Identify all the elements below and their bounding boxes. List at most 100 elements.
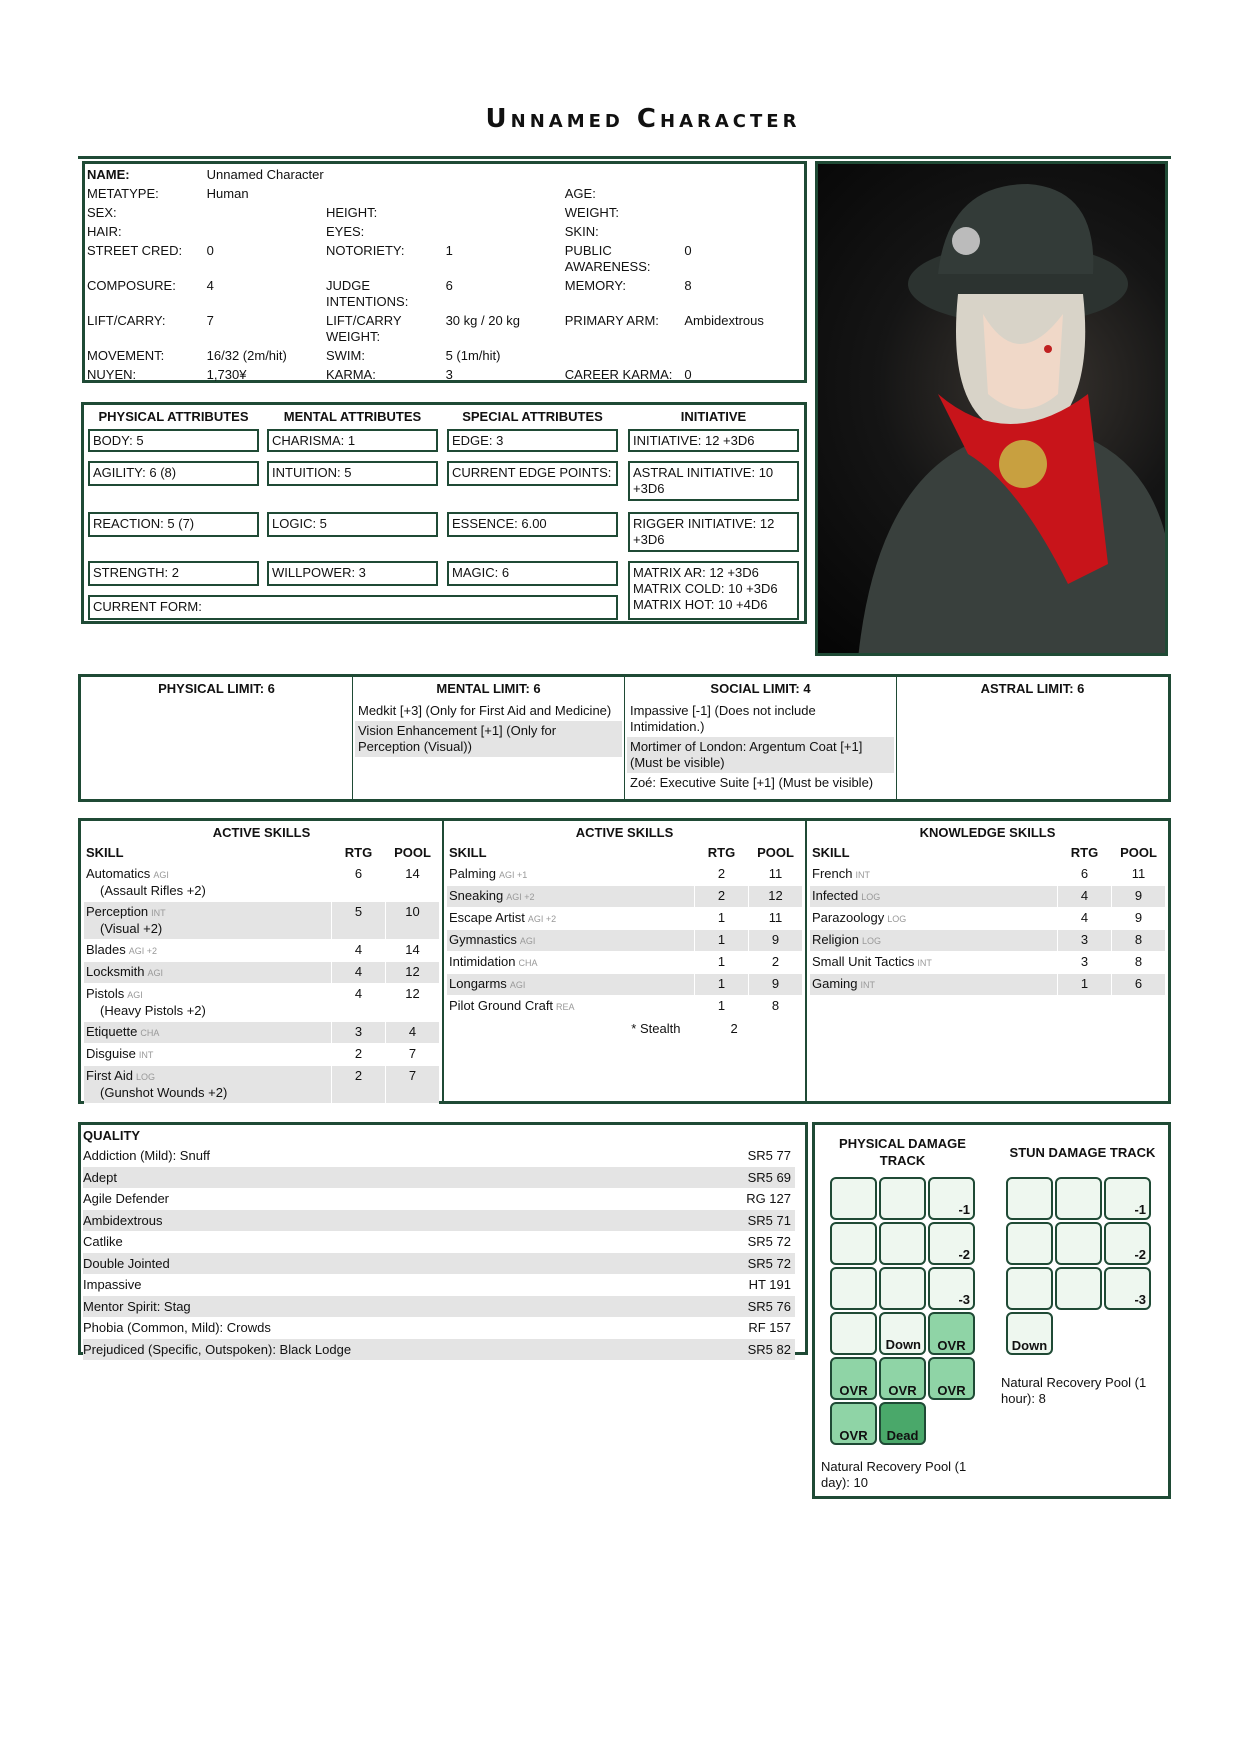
info-row: COMPOSURE: 4 JUDGE INTENTIONS: 6 MEMORY: 8 xyxy=(87,277,804,312)
quality-row[interactable]: Phobia (Common, Mild): Crowds RF 157 xyxy=(83,1317,795,1339)
skill-row[interactable]: First Aid LOG (Gunshot Wounds +2) 2 7 xyxy=(84,1066,439,1104)
skills-column: ACTIVE SKILLS SKILL RTG POOL Automatics AGI (A… xyxy=(81,821,444,1104)
physical-damage-box[interactable] xyxy=(879,1222,926,1265)
current-form: CURRENT FORM: xyxy=(88,595,618,620)
attribute-initiative: INITIATIVE: 12 +3D6 xyxy=(628,429,799,452)
skill-attribute: AGI xyxy=(127,990,143,1000)
limit-column: MENTAL LIMIT: 6 Medkit [+3] (Only for Fir… xyxy=(353,677,625,799)
stun-damage-box[interactable]: -2 xyxy=(1104,1222,1151,1265)
limit-title: ASTRAL LIMIT: 6 xyxy=(980,681,1085,696)
physical-damage-box[interactable] xyxy=(879,1177,926,1220)
quality-row[interactable]: Adept SR5 69 xyxy=(83,1166,795,1188)
skill-row[interactable]: Gymnastics AGI 1 9 xyxy=(447,930,802,952)
skill-attribute: AGI +2 xyxy=(527,914,557,924)
stun-damage-box[interactable] xyxy=(1006,1267,1053,1310)
skill-pool: 11 xyxy=(1111,864,1165,885)
skill-row[interactable]: Sneaking AGI +2 2 12 xyxy=(447,886,802,908)
physical-damage-box[interactable]: -2 xyxy=(928,1222,975,1265)
physical-damage-box[interactable]: OVR xyxy=(928,1312,975,1355)
skill-row[interactable]: Disguise INT 2 7 xyxy=(84,1044,439,1066)
quality-row[interactable]: Ambidextrous SR5 71 xyxy=(83,1209,795,1231)
skill-attribute: AGI xyxy=(147,968,164,978)
stun-damage-box[interactable] xyxy=(1055,1222,1102,1265)
skill-row[interactable]: Locksmith AGI 4 12 xyxy=(84,962,439,984)
quality-name: Prejudiced (Specific, Outspoken): Black … xyxy=(83,1341,352,1357)
physical-damage-box[interactable]: OVR xyxy=(830,1357,877,1400)
skill-rating: 1 xyxy=(694,908,748,929)
stun-damage-box[interactable] xyxy=(1055,1267,1102,1310)
skill-attribute: AGI +2 xyxy=(128,946,158,956)
skill-attribute: INT xyxy=(855,870,870,880)
skill-row[interactable]: Parazoology LOG 4 9 xyxy=(810,908,1165,930)
physical-damage-box[interactable]: OVR xyxy=(830,1402,877,1445)
stun-damage-box[interactable]: Down xyxy=(1006,1312,1053,1355)
skill-row[interactable]: Palming AGI +1 2 11 xyxy=(447,864,802,886)
skill-row[interactable]: Pilot Ground Craft REA 1 8 xyxy=(447,996,802,1018)
quality-row[interactable]: Impassive HT 191 xyxy=(83,1274,795,1296)
physical-damage-box[interactable]: Dead xyxy=(879,1402,926,1445)
stun-damage-box[interactable]: -1 xyxy=(1104,1177,1151,1220)
skill-pool: 9 xyxy=(1111,886,1165,907)
limit-modifier: Mortimer of London: Argentum Coat [+1] (… xyxy=(627,737,894,773)
physical-damage-box[interactable]: -3 xyxy=(928,1267,975,1310)
skill-row[interactable]: Escape Artist AGI +2 1 11 xyxy=(447,908,802,930)
skill-name: Disguise xyxy=(86,1046,136,1061)
skill-row[interactable]: Pistols AGI (Heavy Pistols +2) 4 12 xyxy=(84,984,439,1022)
info-label xyxy=(326,166,446,185)
attribute-special: ESSENCE: 6.00 xyxy=(447,512,618,537)
physical-damage-box[interactable]: -1 xyxy=(928,1177,975,1220)
column-header: RTG xyxy=(694,843,748,863)
quality-row[interactable]: Prejudiced (Specific, Outspoken): Black … xyxy=(83,1338,795,1360)
skill-attribute: LOG xyxy=(887,914,907,924)
skill-row[interactable]: Blades AGI +2 4 14 xyxy=(84,940,439,962)
quality-row[interactable]: Addiction (Mild): Snuff SR5 77 xyxy=(83,1145,795,1167)
physical-damage-box[interactable]: OVR xyxy=(879,1357,926,1400)
info-value xyxy=(684,347,804,366)
skill-row[interactable]: French INT 6 11 xyxy=(810,864,1165,886)
skill-row[interactable]: Intimidation CHA 1 2 xyxy=(447,952,802,974)
stun-damage-box[interactable] xyxy=(1006,1177,1053,1220)
quality-row[interactable]: Catlike SR5 72 xyxy=(83,1231,795,1253)
skill-row[interactable]: Perception INT (Visual +2) 5 10 xyxy=(84,902,439,940)
skill-attribute: AGI +1 xyxy=(498,870,528,880)
limit-modifier: Impassive [-1] (Does not include Intimid… xyxy=(630,703,816,734)
skill-name-cell: Disguise INT xyxy=(84,1044,331,1065)
skill-row[interactable]: Religion LOG 3 8 xyxy=(810,930,1165,952)
skill-row[interactable]: Automatics AGI (Assault Rifles +2) 6 14 xyxy=(84,864,439,902)
info-label: LIFT/CARRY WEIGHT: xyxy=(325,313,402,344)
info-value xyxy=(446,166,565,185)
page-title: Unnamed Character xyxy=(485,104,801,134)
skill-name: French xyxy=(812,866,853,881)
skill-rating: 6 xyxy=(331,864,385,901)
quality-source: RG 127 xyxy=(746,1191,791,1206)
info-row: MOVEMENT: 16/32 (2m/hit) SWIM: 5 (1m/hit) xyxy=(87,347,804,366)
skill-pool: 14 xyxy=(385,940,439,961)
info-row: STREET CRED: 0 NOTORIETY: 1 PUBLIC AWARENESS… xyxy=(87,242,804,277)
physical-damage-box[interactable] xyxy=(830,1267,877,1310)
info-label: COMPOSURE: xyxy=(87,278,176,293)
stun-damage-box[interactable] xyxy=(1006,1222,1053,1265)
physical-damage-box[interactable] xyxy=(830,1177,877,1220)
skill-name: Pilot Ground Craft xyxy=(449,998,554,1013)
quality-row[interactable]: Double Jointed SR5 72 xyxy=(83,1252,795,1274)
skill-name: Intimidation xyxy=(449,954,516,969)
skill-row[interactable]: Infected LOG 4 9 xyxy=(810,886,1165,908)
physical-damage-box[interactable] xyxy=(830,1312,877,1355)
physical-damage-box[interactable] xyxy=(830,1222,877,1265)
column-header: SKILL xyxy=(812,845,850,860)
skill-name: Infected xyxy=(812,888,859,903)
skill-row[interactable]: Small Unit Tactics INT 3 8 xyxy=(810,952,1165,974)
stun-damage-box[interactable] xyxy=(1055,1177,1102,1220)
stun-damage-box[interactable]: -3 xyxy=(1104,1267,1151,1310)
info-label: SWIM: xyxy=(325,348,365,363)
quality-row[interactable]: Agile Defender RG 127 xyxy=(83,1188,795,1210)
skill-row[interactable]: Etiquette CHA 3 4 xyxy=(84,1022,439,1044)
quality-row[interactable]: Mentor Spirit: Stag SR5 76 xyxy=(83,1295,795,1317)
physical-damage-box[interactable] xyxy=(879,1267,926,1310)
skill-row[interactable]: Gaming INT 1 6 xyxy=(810,974,1165,996)
info-row: SEX: HEIGHT: WEIGHT: xyxy=(87,204,804,223)
physical-damage-box[interactable]: Down xyxy=(879,1312,926,1355)
limits-panel: PHYSICAL LIMIT: 6 MENTAL LIMIT: 6 Medkit [… xyxy=(78,674,1171,802)
physical-damage-box[interactable]: OVR xyxy=(928,1357,975,1400)
skill-row[interactable]: Longarms AGI 1 9 xyxy=(447,974,802,996)
